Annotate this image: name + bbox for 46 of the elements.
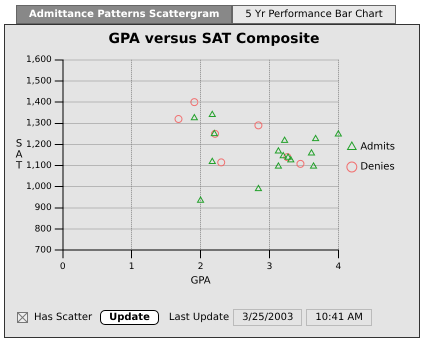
y-tick-label: 1,000	[26, 182, 52, 192]
x-tick-label: 3	[266, 262, 272, 272]
point	[287, 156, 294, 162]
x-axis-title: GPA	[190, 276, 211, 287]
text: 3/25/2003	[233, 309, 302, 326]
y-tick-label: 900	[34, 203, 52, 214]
legend-label: Admits	[360, 142, 396, 153]
x-tick-label: 0	[60, 262, 66, 272]
point	[334, 130, 342, 137]
point	[274, 162, 282, 169]
text: Update	[100, 310, 159, 325]
y-tick-label: 800	[34, 224, 52, 234]
point	[254, 121, 262, 130]
x-tick-label: 1	[128, 262, 135, 272]
point	[208, 110, 216, 118]
y-tick-label: 700	[34, 246, 52, 256]
point	[296, 160, 304, 168]
point	[190, 98, 198, 106]
y-tick-label: 1,400	[26, 97, 52, 108]
y-tick-label: 1,600	[26, 55, 52, 66]
y-axis-title: SAT	[14, 138, 23, 172]
point	[280, 152, 287, 158]
text: Last Update	[168, 312, 230, 323]
chart-title: GPA versus SAT Composite	[108, 31, 320, 48]
point	[190, 114, 198, 120]
x-tick-label: 4	[335, 262, 342, 272]
y-tick-label: 1,200	[26, 140, 52, 150]
point	[312, 134, 320, 142]
point	[254, 184, 262, 192]
text: Admittance Patterns Scattergram	[16, 5, 232, 24]
y-tick-label: 1,500	[26, 76, 52, 86]
text: 10:41 AM	[306, 309, 372, 326]
y-tick-label: 1,300	[26, 118, 52, 129]
point	[281, 136, 288, 143]
point	[217, 158, 226, 166]
point	[310, 162, 318, 169]
x-tick-label: 2	[198, 262, 204, 272]
point	[274, 147, 282, 154]
point	[208, 158, 216, 164]
text: Has Scatter	[34, 312, 92, 323]
point	[308, 149, 315, 156]
text: 5 Yr Performance Bar Chart	[232, 5, 396, 24]
point	[197, 196, 204, 203]
legend-label: Denies	[360, 162, 395, 173]
point	[174, 115, 183, 124]
y-tick-label: 1,100	[26, 160, 52, 171]
